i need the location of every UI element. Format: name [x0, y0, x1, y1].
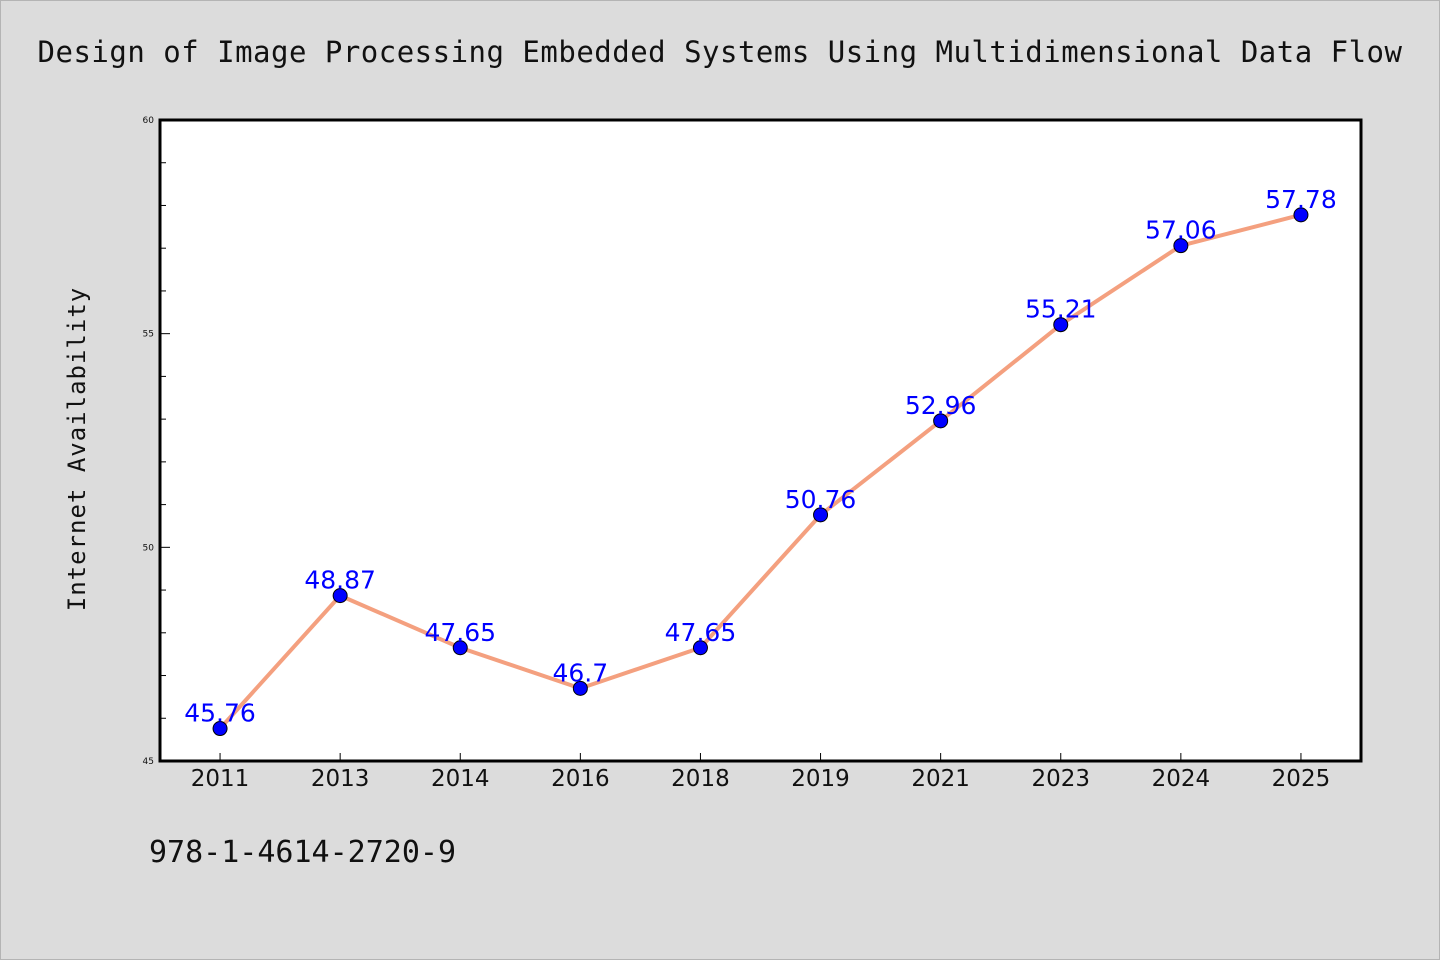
x-tick-label: 2018 — [671, 766, 730, 792]
data-point — [1293, 207, 1309, 223]
data-label: 50.76 — [785, 485, 857, 514]
x-tick-label: 2025 — [1272, 766, 1331, 792]
plot-background — [160, 120, 1361, 761]
data-point — [1053, 317, 1069, 333]
data-point — [572, 680, 588, 696]
data-point — [692, 640, 708, 656]
data-point — [332, 588, 348, 604]
x-tick-label: 2024 — [1152, 766, 1211, 792]
y-tick-label: 55 — [143, 330, 154, 340]
x-tick-label: 2019 — [791, 766, 850, 792]
isbn-text: 978-1-4614-2720-9 — [149, 835, 457, 870]
data-label: 46.7 — [553, 658, 609, 687]
data-point — [212, 721, 228, 737]
data-label: 57.06 — [1145, 216, 1217, 245]
x-tick-label: 2016 — [551, 766, 610, 792]
x-tick-label: 2013 — [311, 766, 370, 792]
data-label: 48.87 — [304, 566, 376, 595]
data-point — [1173, 238, 1189, 254]
y-tick-label: 45 — [143, 757, 154, 767]
x-tick-label: 2023 — [1031, 766, 1090, 792]
x-tick-label: 2021 — [911, 766, 970, 792]
series-line — [218, 212, 1303, 731]
plot-frame — [158, 118, 1363, 763]
data-label: 57.78 — [1265, 185, 1337, 214]
y-tick-label: 50 — [143, 543, 155, 553]
x-tick-label: 2014 — [431, 766, 490, 792]
x-tick-label: 2011 — [191, 766, 250, 792]
data-label: 47.65 — [424, 618, 496, 647]
y-tick-label: 60 — [143, 116, 155, 126]
data-point — [813, 507, 829, 523]
data-label: 45.76 — [184, 699, 256, 728]
data-point — [933, 413, 949, 429]
data-label: 47.65 — [665, 618, 737, 647]
chart-title: Design of Image Processing Embedded Syst… — [37, 35, 1403, 69]
data-label: 52.96 — [905, 391, 977, 420]
data-point — [452, 640, 468, 656]
data-label: 55.21 — [1025, 295, 1097, 324]
